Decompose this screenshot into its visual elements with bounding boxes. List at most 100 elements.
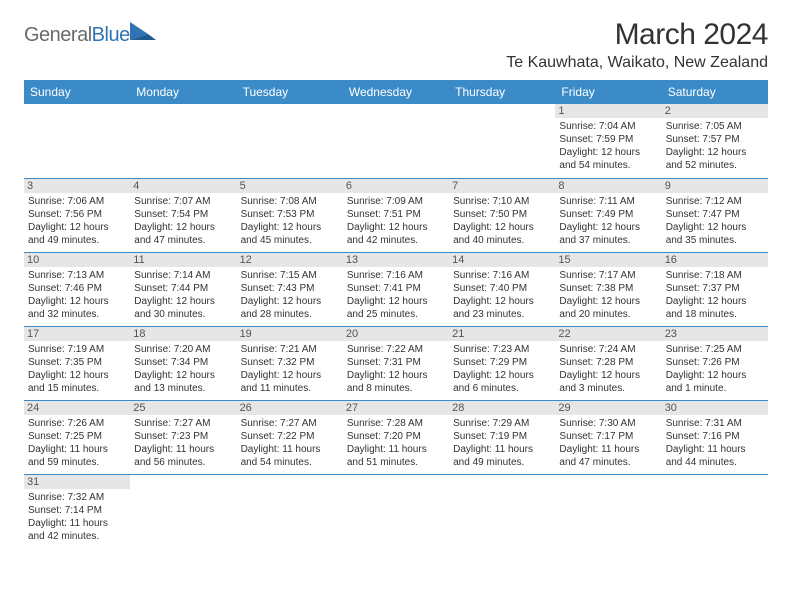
sunrise-line: Sunrise: 7:21 AM <box>241 343 339 356</box>
calendar-row: 3Sunrise: 7:06 AMSunset: 7:56 PMDaylight… <box>24 178 768 252</box>
day-number: 18 <box>130 327 236 341</box>
day-info: Sunrise: 7:15 AMSunset: 7:43 PMDaylight:… <box>241 269 339 321</box>
calendar-cell: 3Sunrise: 7:06 AMSunset: 7:56 PMDaylight… <box>24 178 130 252</box>
sunrise-line: Sunrise: 7:04 AM <box>559 120 657 133</box>
daylight-line: Daylight: 11 hours and 44 minutes. <box>666 443 764 469</box>
day-number: 13 <box>343 253 449 267</box>
sunrise-line: Sunrise: 7:07 AM <box>134 195 232 208</box>
sunrise-line: Sunrise: 7:26 AM <box>28 417 126 430</box>
calendar-cell: 27Sunrise: 7:28 AMSunset: 7:20 PMDayligh… <box>343 400 449 474</box>
day-info: Sunrise: 7:20 AMSunset: 7:34 PMDaylight:… <box>134 343 232 395</box>
sunset-line: Sunset: 7:38 PM <box>559 282 657 295</box>
calendar-cell: 16Sunrise: 7:18 AMSunset: 7:37 PMDayligh… <box>662 252 768 326</box>
daylight-line: Daylight: 12 hours and 54 minutes. <box>559 146 657 172</box>
calendar-cell: 13Sunrise: 7:16 AMSunset: 7:41 PMDayligh… <box>343 252 449 326</box>
day-info: Sunrise: 7:16 AMSunset: 7:40 PMDaylight:… <box>453 269 551 321</box>
day-info: Sunrise: 7:08 AMSunset: 7:53 PMDaylight:… <box>241 195 339 247</box>
sunrise-line: Sunrise: 7:20 AM <box>134 343 232 356</box>
calendar-body: 1Sunrise: 7:04 AMSunset: 7:59 PMDaylight… <box>24 104 768 548</box>
calendar-cell: 24Sunrise: 7:26 AMSunset: 7:25 PMDayligh… <box>24 400 130 474</box>
sunset-line: Sunset: 7:14 PM <box>28 504 126 517</box>
daylight-line: Daylight: 12 hours and 40 minutes. <box>453 221 551 247</box>
day-header: Thursday <box>449 80 555 104</box>
sunset-line: Sunset: 7:50 PM <box>453 208 551 221</box>
daylight-line: Daylight: 11 hours and 42 minutes. <box>28 517 126 543</box>
calendar-thead: SundayMondayTuesdayWednesdayThursdayFrid… <box>24 80 768 104</box>
sunrise-line: Sunrise: 7:23 AM <box>453 343 551 356</box>
calendar-cell-empty <box>237 104 343 178</box>
calendar-cell: 15Sunrise: 7:17 AMSunset: 7:38 PMDayligh… <box>555 252 661 326</box>
day-number: 21 <box>449 327 555 341</box>
sunrise-line: Sunrise: 7:14 AM <box>134 269 232 282</box>
daylight-line: Daylight: 12 hours and 32 minutes. <box>28 295 126 321</box>
sunrise-line: Sunrise: 7:32 AM <box>28 491 126 504</box>
calendar-cell: 5Sunrise: 7:08 AMSunset: 7:53 PMDaylight… <box>237 178 343 252</box>
calendar-row: 1Sunrise: 7:04 AMSunset: 7:59 PMDaylight… <box>24 104 768 178</box>
sunset-line: Sunset: 7:34 PM <box>134 356 232 369</box>
daylight-line: Daylight: 12 hours and 25 minutes. <box>347 295 445 321</box>
day-info: Sunrise: 7:26 AMSunset: 7:25 PMDaylight:… <box>28 417 126 469</box>
sunset-line: Sunset: 7:23 PM <box>134 430 232 443</box>
sunset-line: Sunset: 7:44 PM <box>134 282 232 295</box>
calendar-cell: 18 Sunrise: 7:20 AMSunset: 7:34 PMDayligh… <box>130 326 236 400</box>
day-number: 25 <box>130 401 236 415</box>
sunset-line: Sunset: 7:25 PM <box>28 430 126 443</box>
logo-text: GeneralBlue <box>24 24 130 47</box>
calendar-cell-empty <box>130 104 236 178</box>
logo-word-general: General <box>24 24 92 46</box>
daylight-line: Daylight: 12 hours and 3 minutes. <box>559 369 657 395</box>
day-number: 26 <box>237 401 343 415</box>
day-number: 31 <box>24 475 130 489</box>
title-block: March 2024 Te Kauwhata, Waikato, New Zea… <box>506 18 768 72</box>
daylight-line: Daylight: 12 hours and 23 minutes. <box>453 295 551 321</box>
day-number: 11 <box>130 253 236 267</box>
calendar-table: SundayMondayTuesdayWednesdayThursdayFrid… <box>24 80 768 548</box>
day-info: Sunrise: 7:17 AMSunset: 7:38 PMDaylight:… <box>559 269 657 321</box>
day-number: 6 <box>343 179 449 193</box>
calendar-row: 24Sunrise: 7:26 AMSunset: 7:25 PMDayligh… <box>24 400 768 474</box>
calendar-row: 17Sunrise: 7:19 AMSunset: 7:35 PMDayligh… <box>24 326 768 400</box>
day-number: 28 <box>449 401 555 415</box>
day-number: 16 <box>662 253 768 267</box>
calendar-cell: 2Sunrise: 7:05 AMSunset: 7:57 PMDaylight… <box>662 104 768 178</box>
daylight-line: Daylight: 11 hours and 47 minutes. <box>559 443 657 469</box>
logo-flag-icon <box>130 22 156 44</box>
day-info: Sunrise: 7:32 AMSunset: 7:14 PMDaylight:… <box>28 491 126 543</box>
day-info: Sunrise: 7:11 AMSunset: 7:49 PMDaylight:… <box>559 195 657 247</box>
calendar-cell: 31 Sunrise: 7:32 AMSunset: 7:14 PMDayligh… <box>24 474 130 548</box>
calendar-cell: 12Sunrise: 7:15 AMSunset: 7:43 PMDayligh… <box>237 252 343 326</box>
calendar-cell-empty <box>343 474 449 548</box>
day-info: Sunrise: 7:05 AMSunset: 7:57 PMDaylight:… <box>666 120 764 172</box>
day-number: 19 <box>237 327 343 341</box>
sunset-line: Sunset: 7:19 PM <box>453 430 551 443</box>
sunset-line: Sunset: 7:46 PM <box>28 282 126 295</box>
day-info: Sunrise: 7:21 AMSunset: 7:32 PMDaylight:… <box>241 343 339 395</box>
calendar-row: 10Sunrise: 7:13 AMSunset: 7:46 PMDayligh… <box>24 252 768 326</box>
calendar-cell: 26Sunrise: 7:27 AMSunset: 7:22 PMDayligh… <box>237 400 343 474</box>
sunrise-line: Sunrise: 7:09 AM <box>347 195 445 208</box>
day-info: Sunrise: 7:14 AMSunset: 7:44 PMDaylight:… <box>134 269 232 321</box>
daylight-line: Daylight: 12 hours and 20 minutes. <box>559 295 657 321</box>
daylight-line: Daylight: 11 hours and 54 minutes. <box>241 443 339 469</box>
calendar-cell: 20Sunrise: 7:22 AMSunset: 7:31 PMDayligh… <box>343 326 449 400</box>
sunset-line: Sunset: 7:32 PM <box>241 356 339 369</box>
daylight-line: Daylight: 12 hours and 49 minutes. <box>28 221 126 247</box>
day-number: 22 <box>555 327 661 341</box>
sunrise-line: Sunrise: 7:12 AM <box>666 195 764 208</box>
daylight-line: Daylight: 12 hours and 15 minutes. <box>28 369 126 395</box>
day-header: Saturday <box>662 80 768 104</box>
calendar-cell: 8Sunrise: 7:11 AMSunset: 7:49 PMDaylight… <box>555 178 661 252</box>
daylight-line: Daylight: 12 hours and 8 minutes. <box>347 369 445 395</box>
calendar-cell: 6 Sunrise: 7:09 AMSunset: 7:51 PMDaylight… <box>343 178 449 252</box>
day-info: Sunrise: 7:24 AMSunset: 7:28 PMDaylight:… <box>559 343 657 395</box>
sunrise-line: Sunrise: 7:27 AM <box>241 417 339 430</box>
sunset-line: Sunset: 7:51 PM <box>347 208 445 221</box>
day-number: 20 <box>343 327 449 341</box>
calendar-cell: 4Sunrise: 7:07 AMSunset: 7:54 PMDaylight… <box>130 178 236 252</box>
daylight-line: Daylight: 12 hours and 42 minutes. <box>347 221 445 247</box>
sunrise-line: Sunrise: 7:16 AM <box>347 269 445 282</box>
day-header: Sunday <box>24 80 130 104</box>
day-header: Wednesday <box>343 80 449 104</box>
calendar-cell: 10Sunrise: 7:13 AMSunset: 7:46 PMDayligh… <box>24 252 130 326</box>
calendar-cell: 17Sunrise: 7:19 AMSunset: 7:35 PMDayligh… <box>24 326 130 400</box>
